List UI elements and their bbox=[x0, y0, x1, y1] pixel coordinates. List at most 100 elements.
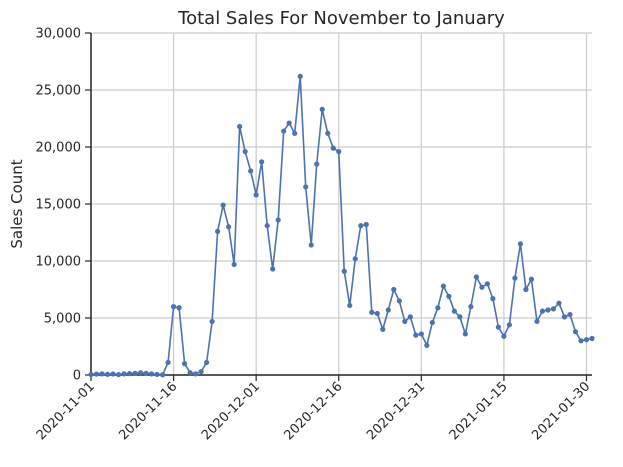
data-point bbox=[148, 371, 155, 377]
data-point bbox=[104, 371, 111, 377]
y-tick-label: 30,000 bbox=[36, 27, 82, 42]
data-point bbox=[506, 322, 513, 328]
data-point bbox=[330, 145, 336, 151]
data-point bbox=[484, 281, 490, 287]
x-tick-label: 2020-12-01 bbox=[199, 379, 263, 443]
data-point bbox=[209, 318, 215, 325]
data-point bbox=[501, 333, 507, 339]
data-point bbox=[528, 276, 535, 282]
data-point bbox=[110, 371, 116, 377]
data-point bbox=[539, 308, 546, 314]
data-point bbox=[126, 371, 133, 377]
data-point bbox=[462, 331, 468, 337]
data-point bbox=[495, 324, 502, 330]
data-point bbox=[363, 221, 369, 228]
data-point bbox=[93, 371, 100, 377]
data-point bbox=[523, 286, 529, 293]
data-point bbox=[418, 331, 424, 337]
x-tick-label: 2020-11-01 bbox=[34, 379, 98, 443]
data-point bbox=[446, 293, 452, 299]
data-point bbox=[567, 311, 573, 318]
data-point bbox=[132, 370, 138, 376]
data-point bbox=[407, 314, 413, 320]
data-point bbox=[572, 329, 579, 335]
data-point bbox=[512, 275, 518, 281]
data-point bbox=[204, 359, 210, 366]
data-point bbox=[336, 148, 342, 155]
grid bbox=[90, 32, 592, 376]
data-point bbox=[556, 300, 562, 306]
data-point bbox=[99, 371, 105, 377]
data-point bbox=[259, 159, 265, 165]
data-point bbox=[440, 283, 446, 289]
data-point bbox=[314, 161, 320, 167]
data-point bbox=[561, 314, 568, 320]
data-point bbox=[473, 274, 479, 280]
data-point bbox=[325, 130, 331, 136]
chart-title: Total Sales For November to January bbox=[177, 8, 505, 29]
data-point bbox=[385, 307, 391, 313]
y-tick-label: 25,000 bbox=[36, 84, 82, 99]
series-line bbox=[90, 75, 593, 376]
data-point bbox=[550, 306, 557, 312]
data-point bbox=[380, 326, 386, 332]
data-point bbox=[297, 73, 303, 79]
data-point bbox=[303, 184, 309, 190]
tick-labels: 0 5,000 10,000 15,000 20,000 25,000 30,000 2020… bbox=[34, 27, 594, 444]
data-point bbox=[193, 371, 199, 377]
data-point bbox=[248, 168, 254, 174]
data-point bbox=[242, 148, 248, 155]
data-point bbox=[413, 332, 419, 338]
data-point bbox=[137, 370, 144, 376]
data-point bbox=[220, 202, 226, 208]
x-tick-label: 2020-12-16 bbox=[282, 379, 346, 443]
data-point bbox=[396, 298, 402, 304]
data-point bbox=[253, 192, 259, 198]
data-point bbox=[468, 304, 474, 310]
data-point bbox=[292, 130, 298, 136]
data-point bbox=[159, 372, 166, 378]
data-point bbox=[165, 359, 171, 366]
y-axis-label: Sales Count bbox=[8, 159, 26, 248]
data-point bbox=[198, 368, 204, 375]
series-layer bbox=[88, 73, 595, 378]
data-point bbox=[545, 307, 551, 313]
data-point bbox=[281, 128, 287, 134]
data-point bbox=[490, 296, 496, 302]
data-point bbox=[319, 106, 325, 112]
data-point bbox=[424, 342, 430, 348]
y-tick-label: 15,000 bbox=[36, 198, 82, 213]
data-point bbox=[578, 338, 584, 344]
data-point bbox=[270, 266, 276, 272]
data-point bbox=[170, 304, 177, 310]
data-point bbox=[589, 335, 595, 342]
x-tick-label: 2021-01-30 bbox=[529, 379, 593, 443]
data-point bbox=[369, 309, 375, 315]
data-point bbox=[226, 224, 232, 230]
x-tick-label: 2021-01-15 bbox=[447, 379, 511, 443]
data-point bbox=[352, 256, 358, 262]
data-point bbox=[347, 302, 353, 309]
data-point bbox=[308, 242, 314, 248]
data-point bbox=[402, 318, 408, 325]
data-point bbox=[264, 223, 270, 229]
x-tick-label: 2020-11-16 bbox=[116, 379, 180, 443]
data-point bbox=[88, 371, 94, 378]
data-point bbox=[121, 371, 127, 377]
data-point bbox=[286, 120, 292, 126]
data-point bbox=[237, 123, 243, 130]
data-point bbox=[358, 223, 364, 229]
data-point bbox=[517, 241, 524, 247]
data-point bbox=[181, 361, 188, 367]
data-point bbox=[374, 310, 380, 317]
data-point bbox=[583, 337, 590, 343]
data-point bbox=[534, 318, 540, 325]
y-tick-label: 10,000 bbox=[36, 255, 82, 270]
data-point bbox=[391, 286, 397, 293]
data-point bbox=[435, 305, 441, 311]
axes bbox=[85, 32, 592, 381]
data-point bbox=[479, 284, 485, 290]
data-point bbox=[154, 371, 160, 378]
